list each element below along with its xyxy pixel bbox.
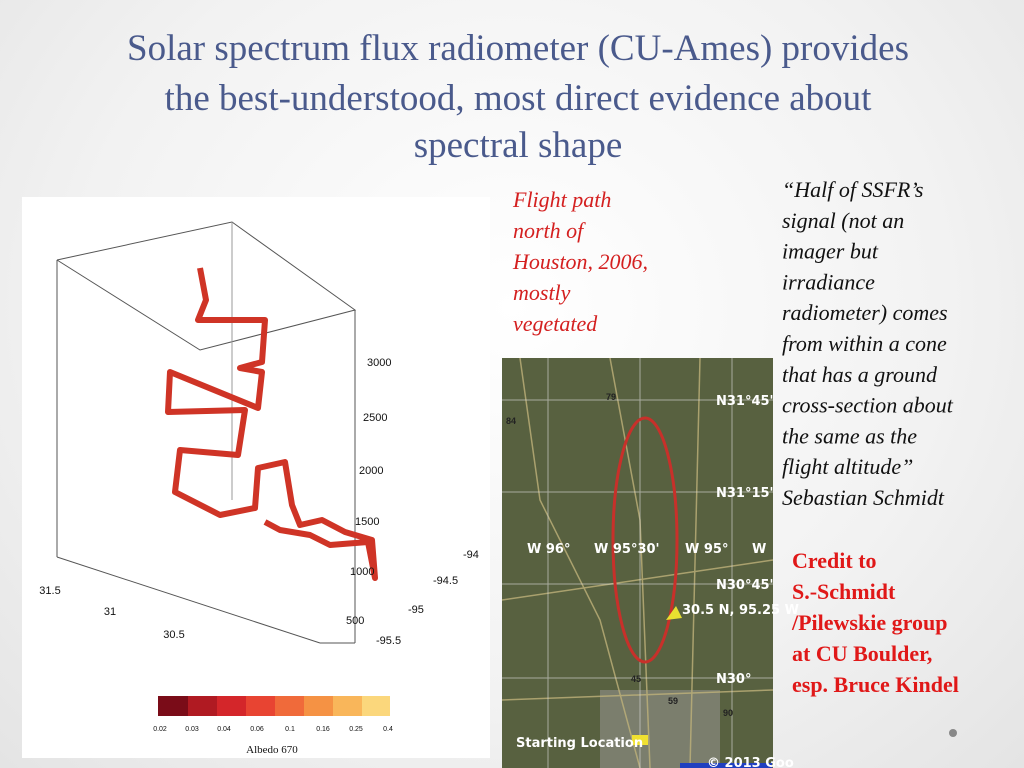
quote-line: “Half of SSFR’s — [782, 177, 923, 202]
credit-line: /Pilewskie group — [791, 610, 947, 635]
lat-tick-label: 31 — [104, 606, 116, 618]
caption-line: north of — [513, 218, 586, 243]
caption-line: vegetated — [513, 311, 598, 336]
quote-line: irradiance — [782, 269, 875, 294]
caption-line: mostly — [513, 280, 571, 305]
colorbar-label: 0.02 — [153, 726, 167, 733]
map-grid-label: N30° — [716, 672, 751, 687]
map-grid-label: W 95°30' — [594, 542, 660, 557]
z-tick-label: 2500 — [363, 412, 387, 424]
colorbar-label: 0.16 — [316, 726, 330, 733]
z-tick-label: 3000 — [367, 357, 391, 369]
quote-line: the same as the — [782, 423, 917, 448]
road-number: 90 — [723, 708, 733, 718]
title-line: the best-understood, most direct evidenc… — [165, 78, 873, 119]
lat-tick-label: 30.5 — [163, 629, 184, 641]
z-tick-label: 2000 — [359, 465, 383, 477]
slide-dot — [949, 729, 957, 737]
map-copyright: © 2013 Goo — [707, 756, 794, 768]
credit-line: esp. Bruce Kindel — [792, 672, 959, 697]
road-number: 59 — [668, 696, 678, 706]
road-number: 45 — [631, 674, 641, 684]
map-grid-label: N30°45' — [716, 578, 774, 593]
title-line: spectral shape — [414, 125, 623, 166]
map-start-label: Starting Location — [516, 736, 643, 751]
caption-line: Houston, 2006, — [512, 249, 648, 274]
z-tick-label: 1000 — [350, 566, 374, 578]
flight-path — [165, 267, 378, 581]
quote-line: cross-section about — [782, 393, 954, 418]
quote-line: flight altitude” — [782, 454, 913, 479]
colorbar-title: Albedo 670 — [246, 744, 298, 756]
map-grid-label: N31°45' — [716, 394, 774, 409]
z-tick-label: 1500 — [355, 516, 379, 528]
credit-line: at CU Boulder, — [792, 641, 932, 666]
colorbar-label: 0.04 — [217, 726, 231, 733]
credit-line: S.-Schmidt — [792, 579, 896, 604]
caption-line: Flight path — [512, 187, 611, 212]
colorbar-label: 0.03 — [185, 726, 199, 733]
z-tick-label: 500 — [346, 615, 364, 627]
colorbar — [158, 696, 390, 716]
map-grid-label: W — [752, 542, 766, 557]
road-number: 84 — [506, 416, 516, 426]
map-grid-label: N31°15' — [716, 486, 774, 501]
colorbar-label: 0.25 — [349, 726, 363, 733]
map — [502, 358, 773, 768]
lon-tick-label: -95.5 — [376, 635, 401, 647]
map-point-label: 30.5 N, 95.25 W — [682, 603, 799, 618]
quote-line: imager but — [782, 239, 879, 264]
map-grid-label: W 96° — [527, 542, 570, 557]
colorbar-label: 0.1 — [285, 726, 295, 733]
lon-tick-label: -94 — [463, 549, 479, 561]
colorbar-label: 0.06 — [250, 726, 264, 733]
road-number: 79 — [606, 392, 616, 402]
title-line: Solar spectrum flux radiometer (CU-Ames)… — [127, 28, 909, 69]
map-grid-label: W 95° — [685, 542, 728, 557]
lon-tick-label: -94.5 — [433, 575, 458, 587]
colorbar-label: 0.4 — [383, 726, 393, 733]
lon-tick-label: -95 — [408, 604, 424, 616]
quote-line: signal (not an — [782, 208, 904, 233]
credit-line: Credit to — [792, 548, 877, 573]
quote-line: Sebastian Schmidt — [782, 485, 945, 510]
quote-line: radiometer) comes — [782, 300, 948, 325]
quote-line: that has a ground — [782, 362, 938, 387]
lat-tick-label: 31.5 — [39, 585, 60, 597]
quote-line: from within a cone — [782, 331, 947, 356]
